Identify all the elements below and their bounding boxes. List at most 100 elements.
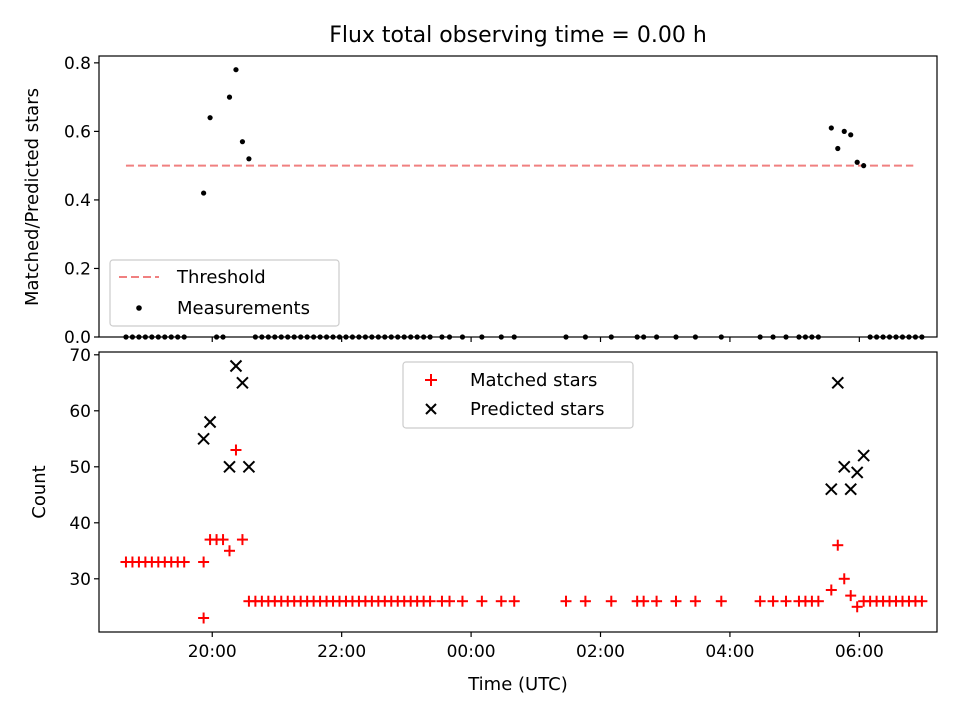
panel-counts-legend-box [402, 361, 634, 429]
matched-stars-point [767, 595, 779, 607]
measurement-point [919, 334, 925, 340]
measurement-point [207, 115, 213, 121]
measurement-point [912, 334, 919, 340]
predicted-stars-point [838, 460, 851, 474]
y-tick-label-ratio: 0.8 [64, 54, 91, 74]
measurement-point [175, 334, 181, 340]
matched-stars-point [838, 573, 850, 585]
measurement-point [582, 334, 589, 340]
measurement-point [220, 334, 226, 340]
predicted-stars-point [825, 482, 838, 496]
panel-counts-legend: Matched stars Predicted stars [402, 361, 634, 429]
measurement-point [304, 334, 310, 340]
measurement-point [421, 334, 427, 340]
matched-stars-point [456, 595, 468, 607]
matched-stars-point [605, 595, 617, 607]
matched-stars-point [780, 595, 792, 607]
measurement-point [815, 334, 821, 340]
panel-counts-y-ticks: 30 40 50 60 70 [69, 346, 99, 590]
measurement-point [330, 334, 336, 340]
measurement-point [213, 334, 220, 340]
matched-stars-point [670, 595, 682, 607]
measurement-point [311, 334, 317, 340]
predicted-stars-point [229, 359, 243, 373]
measurement-point [718, 334, 724, 340]
measurement-point [343, 334, 349, 340]
panel-counts-ylabel: Count [29, 465, 50, 518]
measurement-point [861, 163, 867, 169]
matched-stars-point [825, 584, 837, 596]
matched-stars-point [495, 595, 507, 607]
measurement-point [395, 334, 401, 340]
measurement-point [362, 334, 368, 340]
measurement-point [388, 334, 394, 340]
measurement-point [459, 334, 466, 340]
measurement-point [278, 334, 284, 340]
matched-stars-point [223, 545, 235, 557]
measurement-point [886, 334, 893, 340]
panel-ratio-legend: Threshold Measurements [109, 259, 340, 327]
measurement-point [874, 334, 880, 340]
predicted-stars-point [236, 376, 249, 390]
matched-stars-point [424, 595, 436, 607]
measurement-point [401, 334, 407, 340]
y-tick-label-counts: 50 [69, 458, 91, 478]
measurement-point [142, 334, 148, 340]
measurement-point [446, 334, 453, 340]
measurement-point [239, 139, 246, 145]
measurement-point [809, 334, 815, 340]
legend-predicted-label: Predicted stars [470, 399, 604, 420]
predicted-stars-point [223, 460, 236, 474]
measurement-point [259, 334, 265, 340]
measurement-point [336, 334, 343, 340]
measurement-point [298, 334, 304, 340]
legend-matched-swatch [425, 374, 437, 386]
measurement-point [608, 334, 614, 340]
measurement-point [848, 132, 854, 138]
y-tick-label-ratio: 0.2 [64, 259, 91, 279]
matched-stars-point [754, 595, 766, 607]
legend-matched-label: Matched stars [470, 370, 597, 391]
panel-ratio-ylabel: Matched/Predicted stars [22, 88, 43, 306]
measurement-point [369, 334, 375, 340]
predicted-stars-point [242, 460, 256, 474]
matched-stars-point [236, 534, 248, 546]
panel-ratio-y-ticks: 0.0 0.2 0.4 0.6 0.8 [64, 54, 99, 348]
measurement-point [479, 334, 485, 340]
measurement-point [783, 334, 789, 340]
measurement-point [123, 334, 129, 340]
measurement-point [382, 334, 388, 340]
measurement-point [349, 334, 356, 340]
predicted-stars-point [857, 449, 870, 462]
legend-predicted-swatch [425, 403, 437, 415]
matched-stars-point [651, 595, 663, 607]
panel-counts-x-ticks: 20:00 22:00 00:00 02:00 04:00 06:00 [188, 632, 884, 662]
matched-stars-point [845, 590, 857, 602]
panel-counts-frame [98, 351, 938, 633]
matched-stars-point [230, 444, 242, 456]
measurement-point [757, 334, 763, 340]
measurement-points [123, 67, 925, 340]
panel-ratio-legend-box [109, 259, 340, 327]
measurement-point [828, 125, 834, 131]
legend-measurements-label: Measurements [177, 298, 310, 319]
measurement-point [673, 334, 679, 340]
matched-stars-point [916, 595, 928, 607]
matched-stars-point [832, 539, 844, 551]
matched-stars-point [508, 595, 520, 607]
count-points [120, 359, 928, 624]
measurement-point [770, 334, 776, 340]
y-tick-label-counts: 30 [69, 570, 91, 590]
measurement-point [317, 334, 323, 340]
matched-stars-point [198, 612, 210, 624]
matched-stars-point [178, 556, 190, 568]
measurement-point [252, 334, 258, 340]
measurement-point [291, 334, 297, 340]
measurement-point [162, 334, 168, 340]
y-tick-label-ratio: 0.0 [64, 328, 91, 348]
x-tick-label: 02:00 [576, 642, 625, 662]
measurement-point [265, 334, 271, 340]
measurement-point [323, 334, 330, 340]
matched-stars-point [560, 595, 572, 607]
